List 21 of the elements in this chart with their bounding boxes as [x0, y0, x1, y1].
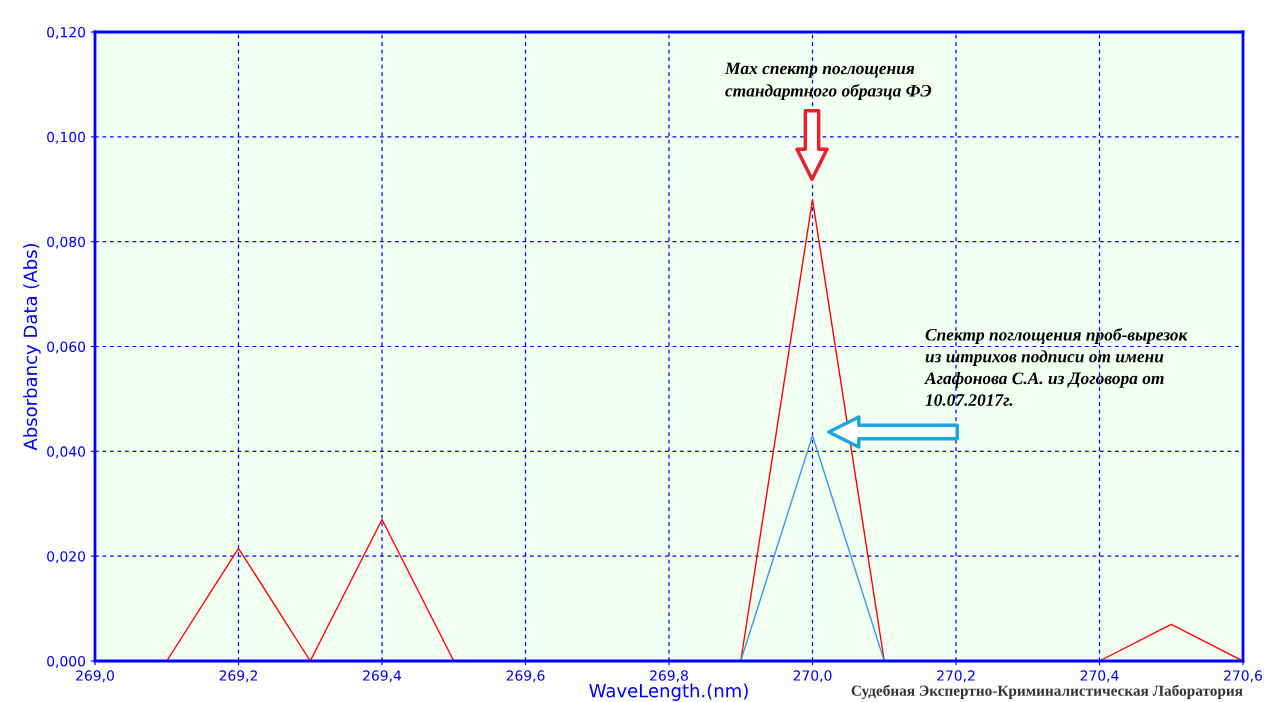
y-tick-label: 0,100 [47, 131, 86, 144]
x-tick-label: 270,0 [793, 670, 832, 683]
y-tick-label: 0,000 [47, 655, 86, 668]
annotation: Max спектр поглощения стандартного образца ФЭ [724, 62, 932, 101]
y-tick-label: 0,080 [47, 236, 86, 249]
x-tick-label: 269,6 [506, 670, 545, 683]
y-tick-label: 0,060 [47, 341, 86, 354]
x-tick-label: 269,4 [363, 670, 402, 683]
x-tick-label: 269,0 [76, 670, 114, 683]
text: Судебная Экспертно-Криминалистическая Лаборатория [851, 684, 1243, 699]
annotation: Спектр поглощения проб-вырезок из штрихов подписи от имени Агафонова С.А. из Договора от 10.07.2017г. [924, 328, 1188, 406]
x-tick-label: 270,6 [1224, 670, 1263, 683]
y-tick-label: 0,040 [47, 446, 86, 459]
y-tick-label: 0,020 [47, 551, 86, 564]
y-axis-title: Absorbancy Data (Abs) [23, 243, 41, 451]
x-axis-title: WaveLength.(nm) [589, 683, 748, 701]
x-tick-label: 270,2 [937, 670, 975, 683]
x-tick-label: 269,2 [219, 670, 257, 683]
x-tick-label: 270,4 [1080, 670, 1119, 683]
x-tick-label: 269,8 [650, 670, 688, 683]
y-tick-label: 0,120 [47, 26, 86, 39]
